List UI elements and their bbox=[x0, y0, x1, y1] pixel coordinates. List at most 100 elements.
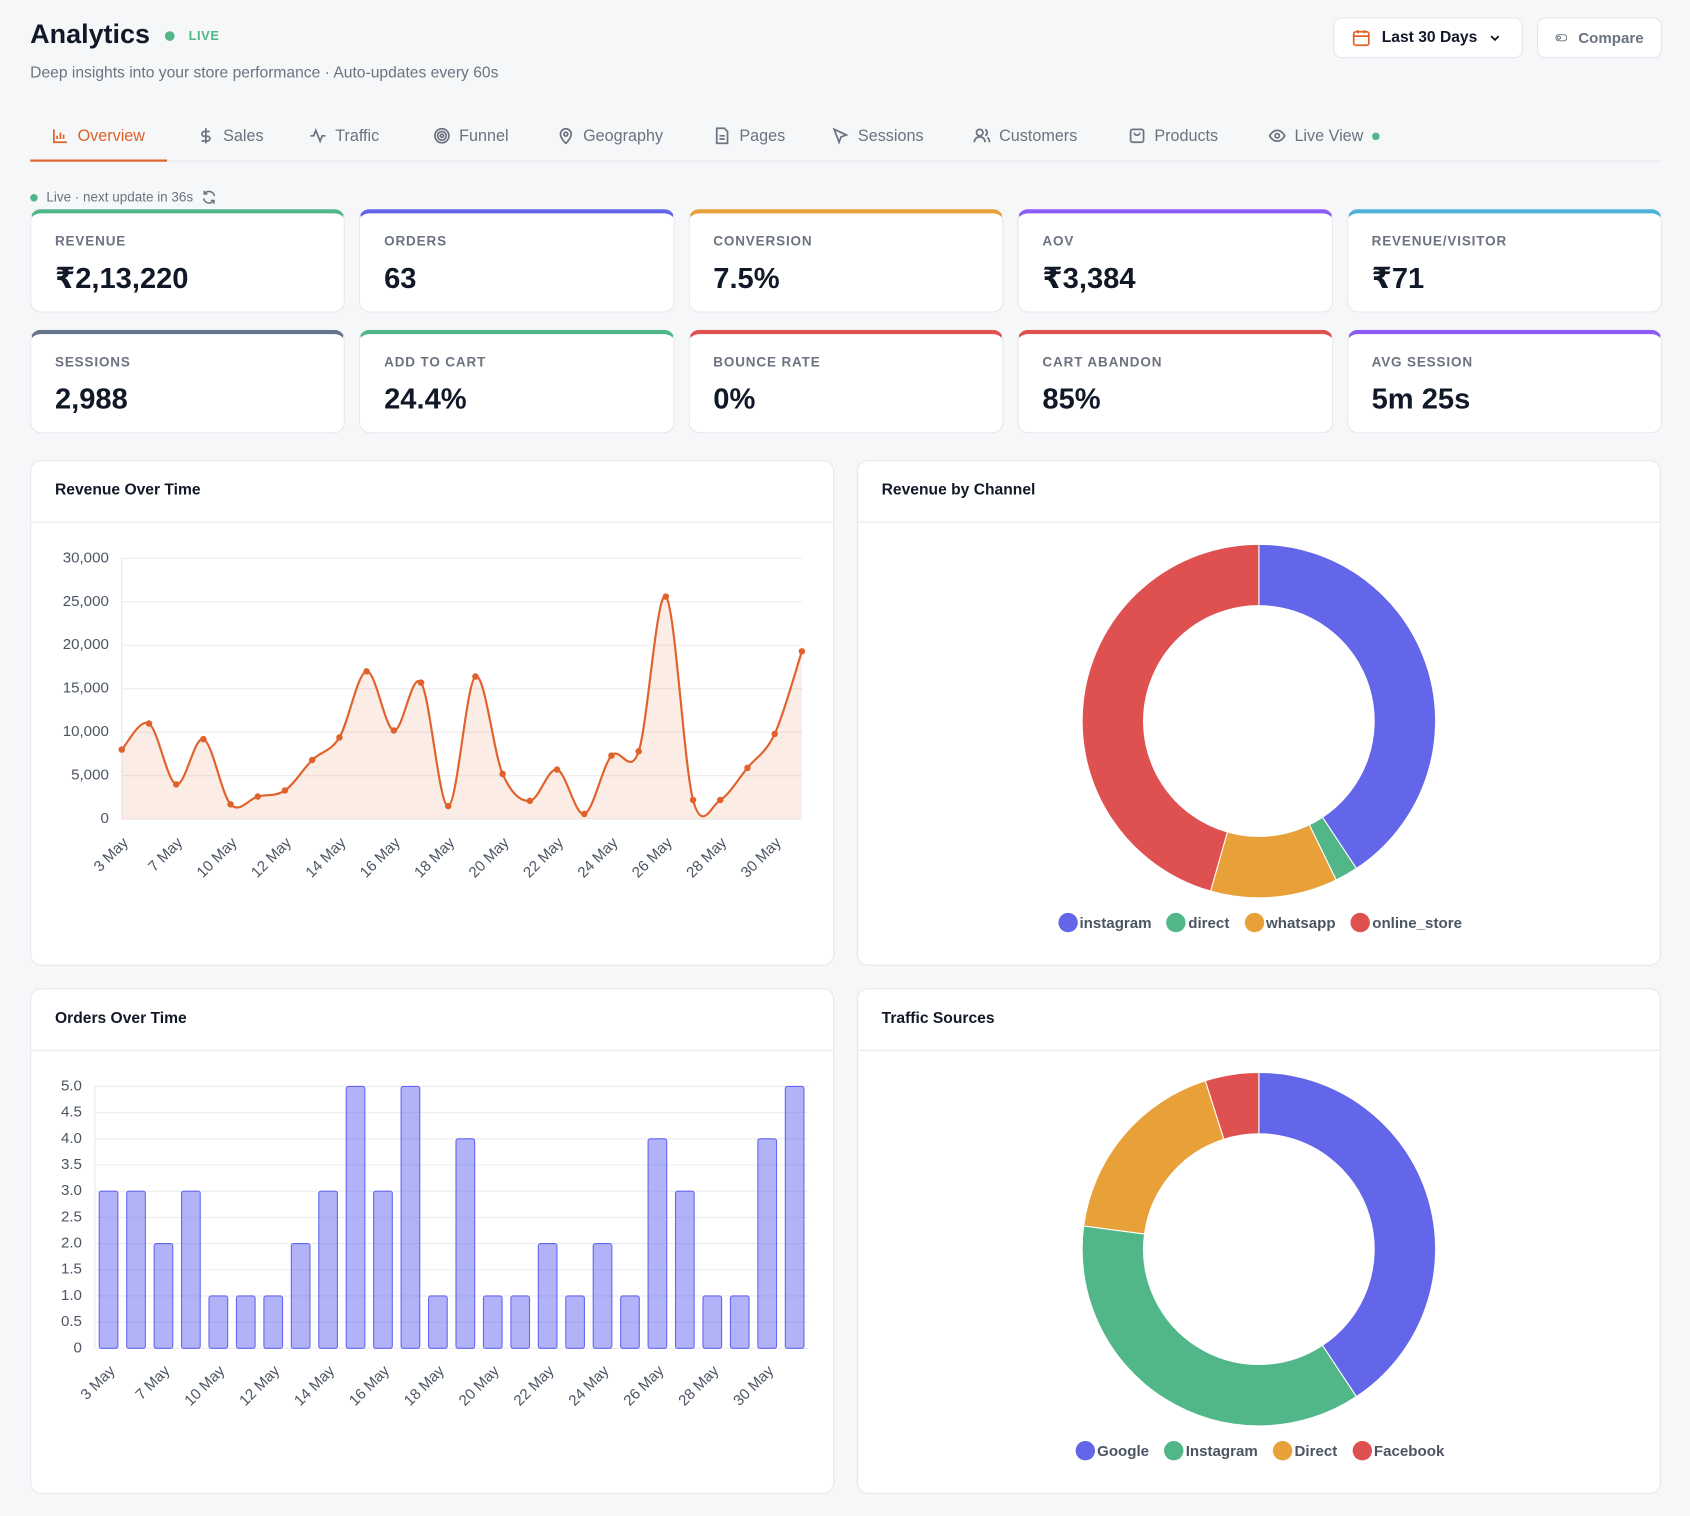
x-tick-label: 12 May bbox=[236, 1362, 283, 1409]
tab-icon bbox=[715, 127, 729, 145]
y-tick-label: 2.5 bbox=[61, 1208, 82, 1225]
y-tick-label: 0 bbox=[74, 1339, 82, 1356]
kpi-card: REVENUE ₹2,13,220 bbox=[30, 209, 346, 313]
tab[interactable]: Overview bbox=[30, 112, 167, 162]
legend-label: direct bbox=[1188, 913, 1230, 932]
donut-slice bbox=[1258, 543, 1437, 870]
kpi-label: REVENUE/VISITOR bbox=[1371, 233, 1508, 249]
kpi-label: CONVERSION bbox=[713, 233, 813, 249]
bar bbox=[98, 1190, 119, 1349]
kpi-label: ADD TO CART bbox=[384, 354, 487, 370]
bar bbox=[428, 1295, 448, 1349]
y-tick-label: 5.0 bbox=[61, 1077, 82, 1094]
legend-label: Direct bbox=[1294, 1442, 1338, 1460]
tab[interactable]: Live View bbox=[1268, 112, 1380, 159]
bar bbox=[153, 1243, 174, 1349]
legend-swatch bbox=[1075, 1441, 1095, 1461]
status-dot bbox=[30, 193, 38, 202]
tab-label: Funnel bbox=[459, 126, 509, 145]
kpi-label: CART ABANDON bbox=[1042, 354, 1163, 370]
y-tick-label: 15,000 bbox=[63, 680, 109, 697]
x-tick-label: 20 May bbox=[466, 834, 513, 881]
legend-swatch bbox=[1244, 912, 1264, 933]
point bbox=[689, 796, 697, 804]
y-tick-label: 20,000 bbox=[63, 636, 109, 653]
tab-label: Overview bbox=[77, 126, 145, 145]
legend-item[interactable]: Direct bbox=[1272, 1441, 1338, 1461]
legend-label: online_store bbox=[1372, 913, 1462, 932]
bar bbox=[757, 1138, 778, 1349]
x-tick-label: 3 May bbox=[91, 834, 132, 875]
bar bbox=[235, 1295, 256, 1349]
subtitle: Deep insights into your store performanc… bbox=[30, 64, 499, 82]
legend-item[interactable]: instagram bbox=[1057, 912, 1152, 933]
chart-panel: Orders Over Time bbox=[30, 988, 835, 1494]
bar bbox=[620, 1295, 640, 1349]
live-dot bbox=[1371, 132, 1380, 140]
tab[interactable]: Sales bbox=[197, 112, 264, 159]
point bbox=[553, 766, 561, 773]
legend-swatch bbox=[1057, 912, 1078, 933]
tab[interactable]: Customers bbox=[973, 112, 1077, 159]
tab-label: Products bbox=[1154, 126, 1219, 145]
legend-item[interactable]: whatsapp bbox=[1244, 912, 1336, 933]
tab-label: Customers bbox=[999, 126, 1078, 145]
tab[interactable]: Sessions bbox=[832, 112, 924, 159]
kpi-card: AOV ₹3,384 bbox=[1017, 209, 1333, 313]
legend-item[interactable]: online_store bbox=[1350, 912, 1462, 933]
bar bbox=[592, 1243, 613, 1349]
point bbox=[118, 746, 126, 753]
x-tick-label: 18 May bbox=[401, 1362, 448, 1409]
legend-label: Google bbox=[1097, 1442, 1150, 1460]
y-tick-label: 2.0 bbox=[61, 1235, 82, 1252]
tab[interactable]: Pages bbox=[714, 112, 785, 159]
chart-title: Revenue by Channel bbox=[857, 461, 1660, 523]
y-tick-label: 3.5 bbox=[61, 1156, 82, 1173]
tab-icon bbox=[559, 128, 573, 145]
kpi-card: BOUNCE RATE 0% bbox=[688, 329, 1004, 434]
compare-button[interactable]: Compare bbox=[1536, 17, 1662, 59]
bar bbox=[674, 1190, 695, 1349]
x-tick-label: 10 May bbox=[181, 1362, 228, 1409]
tab[interactable]: Funnel bbox=[433, 112, 509, 159]
x-tick-label: 12 May bbox=[248, 834, 295, 881]
point bbox=[717, 796, 724, 804]
page-title: Analytics bbox=[30, 19, 150, 50]
legend-item[interactable]: Google bbox=[1075, 1441, 1150, 1461]
live-badge: LIVE bbox=[188, 28, 220, 44]
kpi-card: SESSIONS 2,988 bbox=[30, 329, 346, 434]
legend-swatch bbox=[1164, 1441, 1184, 1461]
y-tick-label: 4.5 bbox=[61, 1104, 82, 1121]
legend-item[interactable]: Instagram bbox=[1164, 1441, 1258, 1461]
y-tick-label: 4.0 bbox=[61, 1130, 82, 1147]
point bbox=[363, 668, 370, 675]
tab-bar: Overview Sales Traffic Funnel Geography … bbox=[30, 112, 1661, 162]
point bbox=[499, 770, 506, 778]
point bbox=[254, 793, 262, 800]
tab[interactable]: Products bbox=[1128, 112, 1218, 159]
tab-label: Sessions bbox=[857, 126, 924, 145]
kpi-value: 85% bbox=[1042, 382, 1101, 415]
kpi-card: CART ABANDON 85% bbox=[1017, 329, 1333, 434]
legend-label: instagram bbox=[1079, 913, 1152, 932]
refresh-icon[interactable] bbox=[202, 190, 217, 205]
point bbox=[308, 756, 316, 764]
kpi-card: ADD TO CART 24.4% bbox=[359, 329, 675, 434]
kpi-card: CONVERSION 7.5% bbox=[688, 209, 1004, 313]
point bbox=[172, 781, 180, 788]
legend-item[interactable]: Facebook bbox=[1352, 1441, 1444, 1461]
tab[interactable]: Geography bbox=[557, 112, 663, 159]
chart-title: Revenue Over Time bbox=[31, 461, 834, 523]
legend-label: whatsapp bbox=[1265, 913, 1336, 932]
x-tick-label: 16 May bbox=[357, 834, 404, 881]
bar bbox=[400, 1085, 421, 1349]
y-tick-label: 5,000 bbox=[71, 767, 109, 784]
x-tick-label: 18 May bbox=[411, 834, 458, 881]
legend-item[interactable]: direct bbox=[1166, 912, 1230, 933]
y-tick-label: 10,000 bbox=[63, 723, 109, 740]
x-tick-label: 28 May bbox=[683, 834, 730, 881]
date-range-button[interactable]: Last 30 Days bbox=[1333, 17, 1523, 59]
tab[interactable]: Traffic bbox=[309, 112, 379, 159]
